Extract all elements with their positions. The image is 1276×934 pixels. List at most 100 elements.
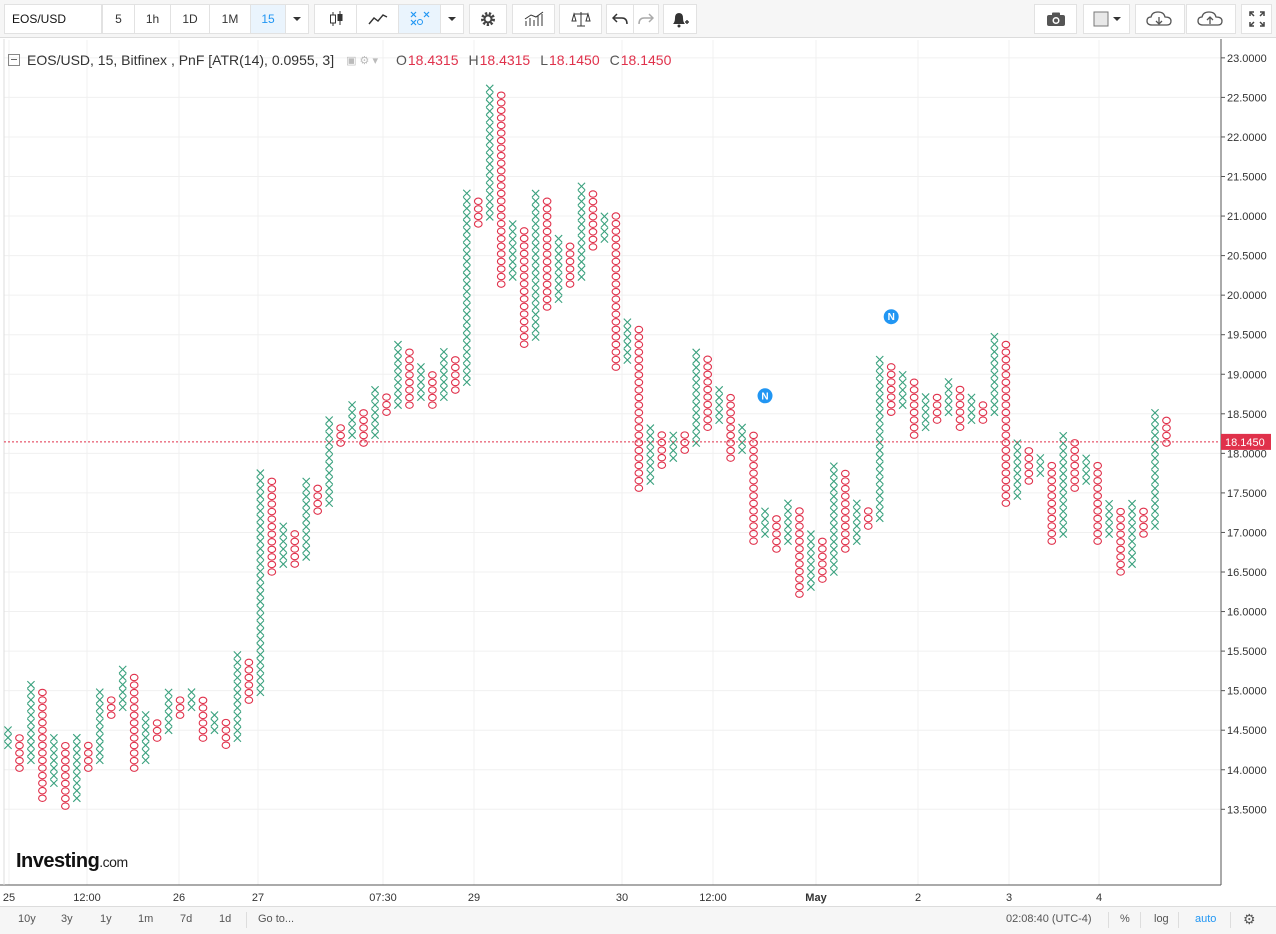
o-box (886, 385, 896, 394)
x-box (829, 492, 838, 501)
o-box (1047, 529, 1057, 538)
chart-pane[interactable]: 13.5000 14.0000 14.5000 15.0000 15.5000 16.00… (0, 39, 1276, 905)
add-alert-button[interactable] (663, 4, 697, 34)
o-box (703, 423, 713, 431)
indicators-button[interactable] (512, 4, 555, 34)
scales-icon (570, 12, 591, 27)
gear-icon[interactable]: ⚙ (1243, 911, 1256, 927)
o-box (978, 408, 988, 417)
snapshot-button[interactable] (1034, 4, 1077, 34)
compare-button[interactable] (559, 4, 602, 34)
o-box (909, 401, 919, 409)
log-toggle[interactable]: log (1154, 913, 1169, 925)
x-box (531, 272, 540, 281)
x-box (898, 378, 907, 387)
range-1m-button[interactable]: 1m (138, 913, 154, 925)
o-box (38, 718, 47, 727)
x-box (485, 114, 494, 123)
legend-settings-icons[interactable]: ▣ ⚙ ▾ (346, 54, 378, 67)
redo-button[interactable] (633, 4, 659, 34)
line-style-button[interactable] (356, 4, 399, 34)
interval-1d-button[interactable]: 1D (170, 4, 210, 34)
price-tick-label: 16.0000 (1227, 607, 1267, 619)
interval-dropdown-button[interactable] (285, 4, 309, 34)
goto-date-button[interactable]: Go to... (258, 913, 295, 925)
high-label: H (468, 52, 479, 68)
o-box (221, 733, 231, 742)
o-box (496, 219, 506, 228)
x-box (72, 779, 81, 788)
symbol-search-input[interactable]: EOS/USD (4, 4, 102, 34)
x-box (1105, 530, 1114, 539)
collapse-legend-icon[interactable] (8, 54, 20, 66)
x-box (990, 355, 999, 364)
o-box (634, 476, 644, 485)
x-box (462, 227, 471, 236)
x-box (72, 794, 81, 803)
interval-1h-button[interactable]: 1h (134, 4, 171, 34)
o-box (634, 439, 644, 447)
range-1y-button[interactable]: 1y (100, 913, 112, 925)
o-box (955, 423, 965, 431)
x-box (990, 400, 999, 409)
x-box (4, 726, 12, 735)
o-box (1024, 477, 1034, 485)
layout-button[interactable] (1083, 4, 1130, 34)
interval-1m-button[interactable]: 1M (209, 4, 251, 34)
o-box (198, 704, 208, 712)
low-label: L (540, 52, 549, 68)
o-box (955, 415, 965, 424)
range-7d-button[interactable]: 7d (180, 913, 193, 925)
o-box (359, 424, 368, 432)
camera-icon (1046, 12, 1065, 26)
candles-style-button[interactable] (314, 4, 357, 34)
interval-15-button[interactable]: 15 (250, 4, 286, 34)
clock-timezone[interactable]: 02:08:40 (UTC-4) (1006, 913, 1092, 925)
o-box (634, 431, 644, 440)
x-box (692, 386, 701, 395)
interval-5-button[interactable]: 5 (102, 4, 135, 34)
range-1d-button[interactable]: 1d (219, 913, 232, 925)
x-box (1151, 439, 1159, 448)
load-chart-button[interactable] (1135, 4, 1185, 34)
o-box (496, 265, 506, 273)
x-box (554, 249, 563, 258)
x-box (348, 423, 357, 432)
pnf-style-button[interactable] (398, 4, 441, 34)
x-box (577, 197, 586, 206)
o-box (1001, 340, 1011, 349)
x-box (325, 446, 334, 455)
auto-scale-toggle[interactable]: auto (1195, 913, 1217, 925)
pnf-chart-svg[interactable]: 13.5000 14.0000 14.5000 15.0000 15.5000 16.00… (0, 39, 1276, 905)
o-box (955, 393, 965, 401)
x-box (1013, 469, 1022, 478)
o-box (795, 522, 804, 530)
x-box (118, 688, 127, 697)
save-chart-button[interactable] (1186, 4, 1236, 34)
x-box (302, 477, 311, 486)
x-box (692, 401, 701, 410)
o-box (38, 786, 47, 795)
x-box (325, 431, 334, 440)
percent-toggle[interactable]: % (1120, 913, 1130, 925)
undo-button[interactable] (606, 4, 634, 34)
o-box (726, 424, 735, 432)
o-box (405, 363, 414, 372)
o-box (428, 393, 437, 402)
settings-button[interactable] (469, 4, 507, 34)
chart-style-dropdown[interactable] (440, 4, 464, 34)
x-box (233, 658, 242, 667)
o-box (38, 711, 47, 719)
x-box (1059, 446, 1068, 455)
x-box (371, 408, 380, 417)
o-box (405, 371, 414, 379)
x-box (1059, 492, 1068, 501)
o-box (496, 182, 506, 190)
x-box (875, 468, 884, 477)
x-box (646, 431, 655, 440)
range-3y-button[interactable]: 3y (61, 913, 73, 925)
o-box (405, 386, 414, 394)
fullscreen-button[interactable] (1241, 4, 1272, 34)
range-10y-button[interactable]: 10y (18, 913, 36, 925)
line-chart-icon (367, 14, 387, 25)
